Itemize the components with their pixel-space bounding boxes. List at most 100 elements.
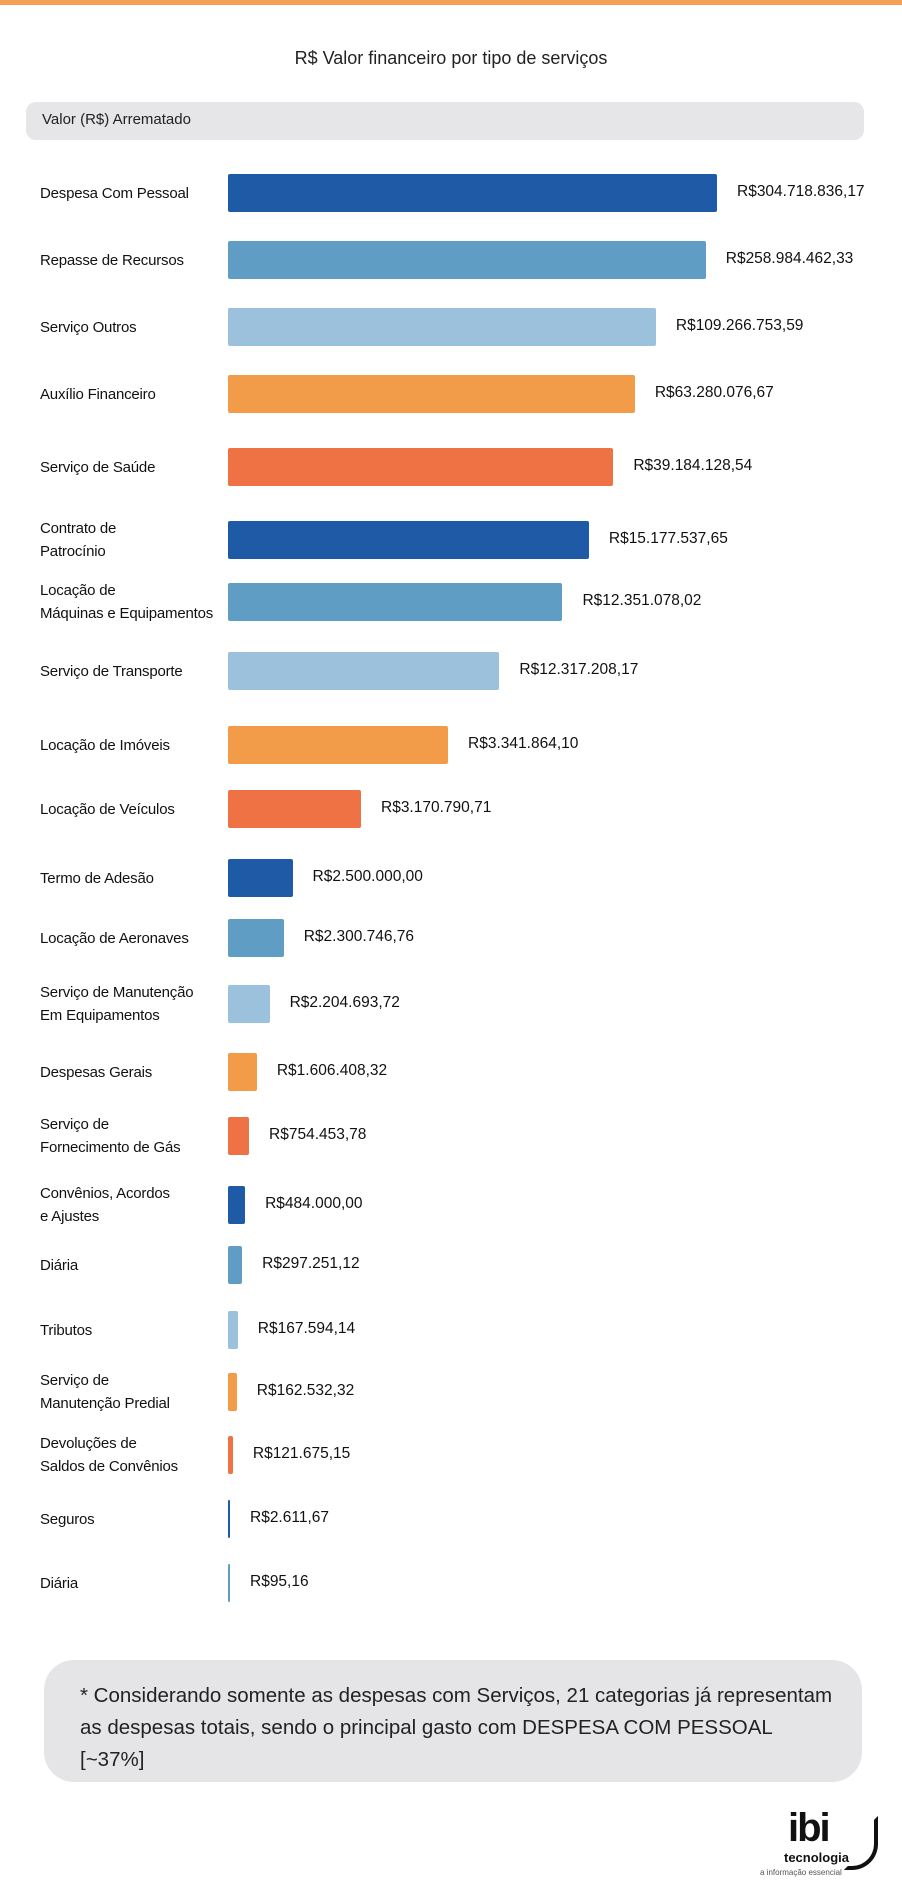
bar-value-label: R$2.204.693,72 — [289, 994, 400, 1011]
category-label: Despesas Gerais — [40, 1061, 230, 1084]
category-label-line: Despesas Gerais — [40, 1063, 153, 1081]
category-label-line: Diária — [40, 1256, 78, 1274]
bar-value-label: R$12.317.208,17 — [519, 661, 639, 678]
bar — [228, 1373, 237, 1411]
bar — [228, 919, 284, 957]
category-label: Diária — [40, 1572, 230, 1595]
bar — [228, 583, 563, 621]
bar-value-label: R$39.184.128,54 — [633, 457, 753, 474]
bar-value-label: R$162.532,32 — [256, 1382, 355, 1399]
bar-value-label: R$2.611,67 — [250, 1509, 329, 1526]
category-label-line: Repasse de Recursos — [40, 251, 184, 269]
bar — [228, 859, 293, 897]
category-label: Diária — [40, 1254, 230, 1277]
category-label-line: Convênios, Acordos — [40, 1185, 170, 1202]
bar-value-label: R$95,16 — [250, 1573, 309, 1590]
category-label: Tributos — [40, 1319, 230, 1342]
category-label: Seguros — [40, 1508, 230, 1531]
chart-title: R$ Valor financeiro por tipo de serviços — [294, 48, 608, 68]
category-label: Serviço de Fornecimento de Gás — [40, 1113, 230, 1159]
footnote-box: * Considerando somente as despesas com S… — [44, 1660, 862, 1782]
bar — [228, 1436, 233, 1474]
category-label-line: Devoluções de — [40, 1435, 137, 1452]
category-label: Locação de Imóveis — [40, 734, 230, 757]
logo-swoop-icon — [844, 1816, 878, 1870]
category-label-line: Serviço de Transporte — [40, 662, 183, 680]
category-label-line: Fornecimento de Gás — [40, 1139, 181, 1156]
category-label: Termo de Adesão — [40, 867, 230, 890]
bar-value-label: R$63.280.076,67 — [654, 384, 774, 401]
category-label: Serviço de Manutenção Predial — [40, 1369, 230, 1415]
category-label-line: Em Equipamentos — [40, 1007, 160, 1024]
bar — [228, 1564, 230, 1602]
bar — [228, 308, 656, 346]
bar — [228, 726, 449, 764]
column-header-label: Valor (R$) Arrematado — [42, 111, 191, 128]
bar — [228, 241, 706, 279]
category-label-line: Máquinas e Equipamentos — [40, 605, 214, 622]
category-label: Devoluções de Saldos de Convênios — [40, 1432, 230, 1478]
category-label: Serviço de Transporte — [40, 660, 230, 683]
bar-value-label: R$167.594,14 — [257, 1320, 356, 1337]
logo-tagline: a informação essencial — [760, 1868, 842, 1877]
category-label-line: Locação de Imóveis — [40, 736, 170, 754]
category-label-line: Manutenção Predial — [40, 1395, 170, 1412]
category-label: Locação de Veículos — [40, 798, 230, 821]
bar — [228, 375, 635, 413]
bar — [228, 985, 270, 1023]
category-label: Locação de Máquinas e Equipamentos — [40, 579, 230, 625]
bar-value-label: R$121.675,15 — [252, 1445, 351, 1462]
category-label-line: Saldos de Convênios — [40, 1458, 178, 1475]
bar — [228, 1311, 238, 1349]
bar-value-label: R$2.500.000,00 — [312, 868, 423, 885]
category-label: Locação de Aeronaves — [40, 927, 230, 950]
category-label-line: Locação de Veículos — [40, 800, 175, 818]
bar — [228, 1053, 257, 1091]
category-label-line: Seguros — [40, 1510, 95, 1528]
category-label: Contrato de Patrocínio — [40, 517, 230, 563]
footnote-text: * Considerando somente as despesas com S… — [80, 1684, 833, 1771]
bar-value-label: R$15.177.537,65 — [608, 530, 728, 547]
bar — [228, 1500, 230, 1538]
bar-value-label: R$109.266.753,59 — [675, 317, 804, 334]
logo-line1: tecnologia — [784, 1850, 850, 1865]
bar — [228, 1246, 243, 1284]
bar-value-label: R$484.000,00 — [265, 1195, 363, 1212]
category-label-line: Locação de Aeronaves — [40, 929, 189, 947]
bar — [228, 1117, 250, 1155]
bar-value-label: R$1.606.408,32 — [276, 1062, 388, 1079]
category-label-line: Serviço de Saúde — [40, 458, 156, 476]
category-label-line: Serviço Outros — [40, 318, 137, 336]
bar-value-label: R$3.170.790,71 — [381, 799, 492, 816]
column-header: Valor (R$) Arrematado — [26, 102, 864, 140]
category-label-line: Termo de Adesão — [40, 869, 154, 887]
bar — [228, 1186, 246, 1224]
logo-brand: ibi — [788, 1806, 831, 1850]
category-label: Serviço de Saúde — [40, 456, 230, 479]
bar — [228, 174, 717, 212]
bar-value-label: R$304.718.836,17 — [737, 183, 865, 200]
category-label-line: Diária — [40, 1574, 78, 1592]
bar — [228, 521, 589, 559]
bar-value-label: R$258.984.462,33 — [725, 250, 854, 267]
category-label: Convênios, Acordos e Ajustes — [40, 1182, 230, 1228]
category-label-line: Despesa Com Pessoal — [40, 184, 189, 202]
bar — [228, 790, 361, 828]
bar-value-label: R$297.251,12 — [262, 1255, 360, 1272]
bar-value-label: R$12.351.078,02 — [582, 592, 702, 609]
top-accent-border — [0, 0, 902, 5]
category-label-line: Serviço de — [40, 1116, 109, 1133]
category-label-line: Tributos — [40, 1321, 93, 1339]
bar — [228, 652, 500, 690]
bar-value-label: R$754.453,78 — [269, 1126, 367, 1143]
category-label-line: Serviço de — [40, 1372, 109, 1389]
ibi-logo: ibi tecnologia a informação essencial — [760, 1806, 880, 1886]
category-label: Auxílio Financeiro — [40, 383, 230, 406]
category-label-line: Locação de — [40, 582, 116, 599]
category-label: Repasse de Recursos — [40, 249, 230, 272]
category-label-line: Auxílio Financeiro — [40, 385, 156, 403]
category-label-line: Serviço de Manutenção — [40, 984, 194, 1001]
category-label-line: Contrato de — [40, 520, 117, 537]
category-label: Despesa Com Pessoal — [40, 182, 230, 205]
category-label: Serviço de Manutenção Em Equipamentos — [40, 981, 230, 1027]
